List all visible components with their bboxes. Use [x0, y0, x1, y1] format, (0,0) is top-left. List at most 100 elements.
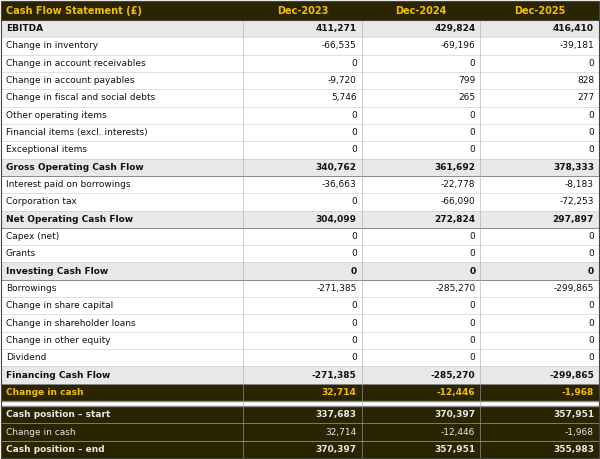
Text: 355,983: 355,983 — [553, 445, 594, 454]
Bar — [1, 263, 599, 280]
Text: 361,692: 361,692 — [434, 163, 475, 172]
Text: 0: 0 — [588, 267, 594, 276]
Text: -299,865: -299,865 — [549, 370, 594, 380]
Bar — [1, 55, 599, 72]
Text: 799: 799 — [458, 76, 475, 85]
Bar — [1, 366, 599, 384]
Text: Borrowings: Borrowings — [6, 284, 56, 293]
Text: Financing Cash Flow: Financing Cash Flow — [6, 370, 110, 380]
Bar — [1, 124, 599, 141]
Text: 0: 0 — [351, 111, 356, 120]
Text: 0: 0 — [351, 59, 356, 68]
Text: -72,253: -72,253 — [560, 197, 594, 207]
Bar — [1, 37, 599, 55]
Text: 0: 0 — [351, 319, 356, 328]
Text: Change in account payables: Change in account payables — [6, 76, 134, 85]
Text: 337,683: 337,683 — [316, 410, 356, 419]
Text: Cash position – end: Cash position – end — [6, 445, 104, 454]
Bar — [1, 158, 599, 176]
Bar — [1, 72, 599, 90]
Text: Net Operating Cash Flow: Net Operating Cash Flow — [6, 215, 133, 224]
Bar — [1, 176, 599, 193]
Text: 0: 0 — [351, 128, 356, 137]
Text: 0: 0 — [469, 267, 475, 276]
Text: Financial items (excl. interests): Financial items (excl. interests) — [6, 128, 148, 137]
Text: Change in fiscal and social debts: Change in fiscal and social debts — [6, 94, 155, 102]
Text: 265: 265 — [458, 94, 475, 102]
Bar — [1, 245, 599, 263]
Text: -12,446: -12,446 — [441, 427, 475, 437]
Bar — [1, 297, 599, 314]
Text: -39,181: -39,181 — [559, 41, 594, 50]
Text: 0: 0 — [351, 249, 356, 258]
Text: Capex (net): Capex (net) — [6, 232, 59, 241]
Text: Dec-2025: Dec-2025 — [514, 6, 565, 16]
Text: 429,824: 429,824 — [434, 24, 475, 33]
Text: 0: 0 — [470, 353, 475, 362]
Text: Interest paid on borrowings: Interest paid on borrowings — [6, 180, 131, 189]
Text: -299,865: -299,865 — [554, 284, 594, 293]
Bar — [1, 20, 599, 37]
Text: 378,333: 378,333 — [553, 163, 594, 172]
Text: 0: 0 — [588, 336, 594, 345]
Text: 32,714: 32,714 — [325, 427, 356, 437]
Text: 32,714: 32,714 — [322, 388, 356, 397]
Text: Cash Flow Statement (£): Cash Flow Statement (£) — [6, 6, 142, 16]
Text: Dec-2023: Dec-2023 — [277, 6, 328, 16]
Text: 0: 0 — [588, 319, 594, 328]
Text: 411,271: 411,271 — [316, 24, 356, 33]
Text: -36,663: -36,663 — [322, 180, 356, 189]
Text: 0: 0 — [588, 301, 594, 310]
Text: -285,270: -285,270 — [435, 284, 475, 293]
Text: 0: 0 — [470, 336, 475, 345]
Text: 272,824: 272,824 — [434, 215, 475, 224]
Bar — [1, 384, 599, 401]
Text: 0: 0 — [470, 319, 475, 328]
Text: 0: 0 — [470, 232, 475, 241]
Text: -22,778: -22,778 — [441, 180, 475, 189]
Text: 0: 0 — [470, 128, 475, 137]
Text: Change in account receivables: Change in account receivables — [6, 59, 146, 68]
Text: 0: 0 — [351, 232, 356, 241]
Text: -69,196: -69,196 — [440, 41, 475, 50]
Bar — [1, 1, 599, 20]
Text: 828: 828 — [577, 76, 594, 85]
Text: -271,385: -271,385 — [316, 284, 356, 293]
Text: Change in cash: Change in cash — [6, 427, 76, 437]
Text: Dec-2024: Dec-2024 — [395, 6, 446, 16]
Bar — [1, 211, 599, 228]
Text: 0: 0 — [588, 59, 594, 68]
Bar — [1, 349, 599, 366]
Bar — [1, 441, 599, 458]
Text: Change in share capital: Change in share capital — [6, 301, 113, 310]
Text: -66,535: -66,535 — [322, 41, 356, 50]
Text: Change in shareholder loans: Change in shareholder loans — [6, 319, 136, 328]
Text: Change in inventory: Change in inventory — [6, 41, 98, 50]
Bar — [1, 106, 599, 124]
Text: Other operating items: Other operating items — [6, 111, 107, 120]
Text: Dividend: Dividend — [6, 353, 46, 362]
Text: 0: 0 — [470, 146, 475, 154]
Text: -1,968: -1,968 — [565, 427, 594, 437]
Text: EBITDA: EBITDA — [6, 24, 43, 33]
Text: 0: 0 — [470, 111, 475, 120]
Text: 340,762: 340,762 — [316, 163, 356, 172]
Text: 0: 0 — [351, 336, 356, 345]
Text: 0: 0 — [588, 353, 594, 362]
Text: Grants: Grants — [6, 249, 36, 258]
Text: 0: 0 — [470, 301, 475, 310]
Bar — [1, 90, 599, 106]
Text: 297,897: 297,897 — [553, 215, 594, 224]
Text: 357,951: 357,951 — [553, 410, 594, 419]
Text: Cash position – start: Cash position – start — [6, 410, 110, 419]
Text: 370,397: 370,397 — [434, 410, 475, 419]
Text: Exceptional items: Exceptional items — [6, 146, 87, 154]
Text: -1,968: -1,968 — [562, 388, 594, 397]
Bar — [1, 406, 599, 423]
Text: Corporation tax: Corporation tax — [6, 197, 77, 207]
Text: 277: 277 — [577, 94, 594, 102]
Text: 0: 0 — [588, 128, 594, 137]
Text: 370,397: 370,397 — [316, 445, 356, 454]
Bar — [1, 332, 599, 349]
Bar — [1, 423, 599, 441]
